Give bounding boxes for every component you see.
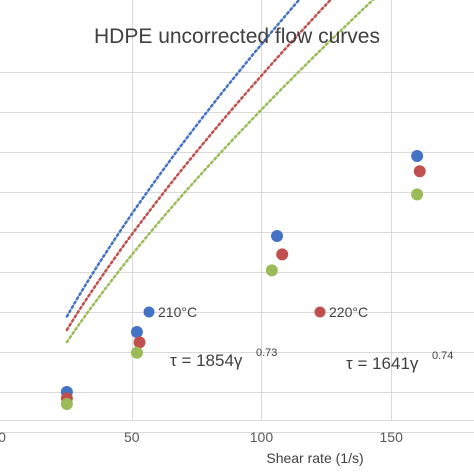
legend-marker-210c: [143, 306, 155, 318]
x-tick-labels: 0 50 100 150: [0, 429, 403, 445]
legend: 210°C 220°C: [143, 304, 368, 320]
data-points: [60, 150, 426, 410]
x-tick-label-2: 100: [250, 429, 274, 445]
equation-210c-exponent: 0.73: [256, 347, 277, 359]
equation-210c: τ = 1854γ 0.73: [170, 347, 277, 370]
equation-220c: τ = 1641γ 0.74: [346, 350, 453, 373]
trendlines: [65, 0, 375, 344]
point-series-2-2: [265, 264, 278, 277]
trendline-series-2: [65, 0, 375, 344]
equation-210c-base: τ = 1854γ: [170, 351, 243, 370]
point-series-2-1: [130, 346, 143, 359]
point-series-2-3: [411, 188, 424, 201]
point-series-0-1: [130, 326, 143, 338]
x-tick-label-1: 50: [124, 429, 140, 445]
point-series-2-0: [60, 398, 73, 410]
point-series-0-3: [411, 150, 424, 162]
point-series-1-2: [276, 248, 289, 261]
x-tick-label-0: 0: [0, 429, 6, 445]
legend-label-220c: 220°C: [329, 304, 368, 320]
point-series-1-1: [133, 336, 146, 349]
x-axis-title: Shear rate (1/s): [266, 450, 363, 466]
point-series-0-2: [271, 230, 284, 242]
trendline-series-1: [65, 0, 333, 332]
legend-label-210c: 210°C: [158, 304, 197, 320]
legend-marker-220c: [314, 306, 326, 318]
trendline-series-0: [65, 0, 301, 318]
point-series-1-3: [413, 165, 426, 178]
x-tick-label-3: 150: [380, 429, 404, 445]
equation-220c-base: τ = 1641γ: [346, 354, 419, 373]
equation-220c-exponent: 0.74: [432, 350, 453, 362]
chart-title: HDPE uncorrected flow curves: [94, 25, 380, 48]
